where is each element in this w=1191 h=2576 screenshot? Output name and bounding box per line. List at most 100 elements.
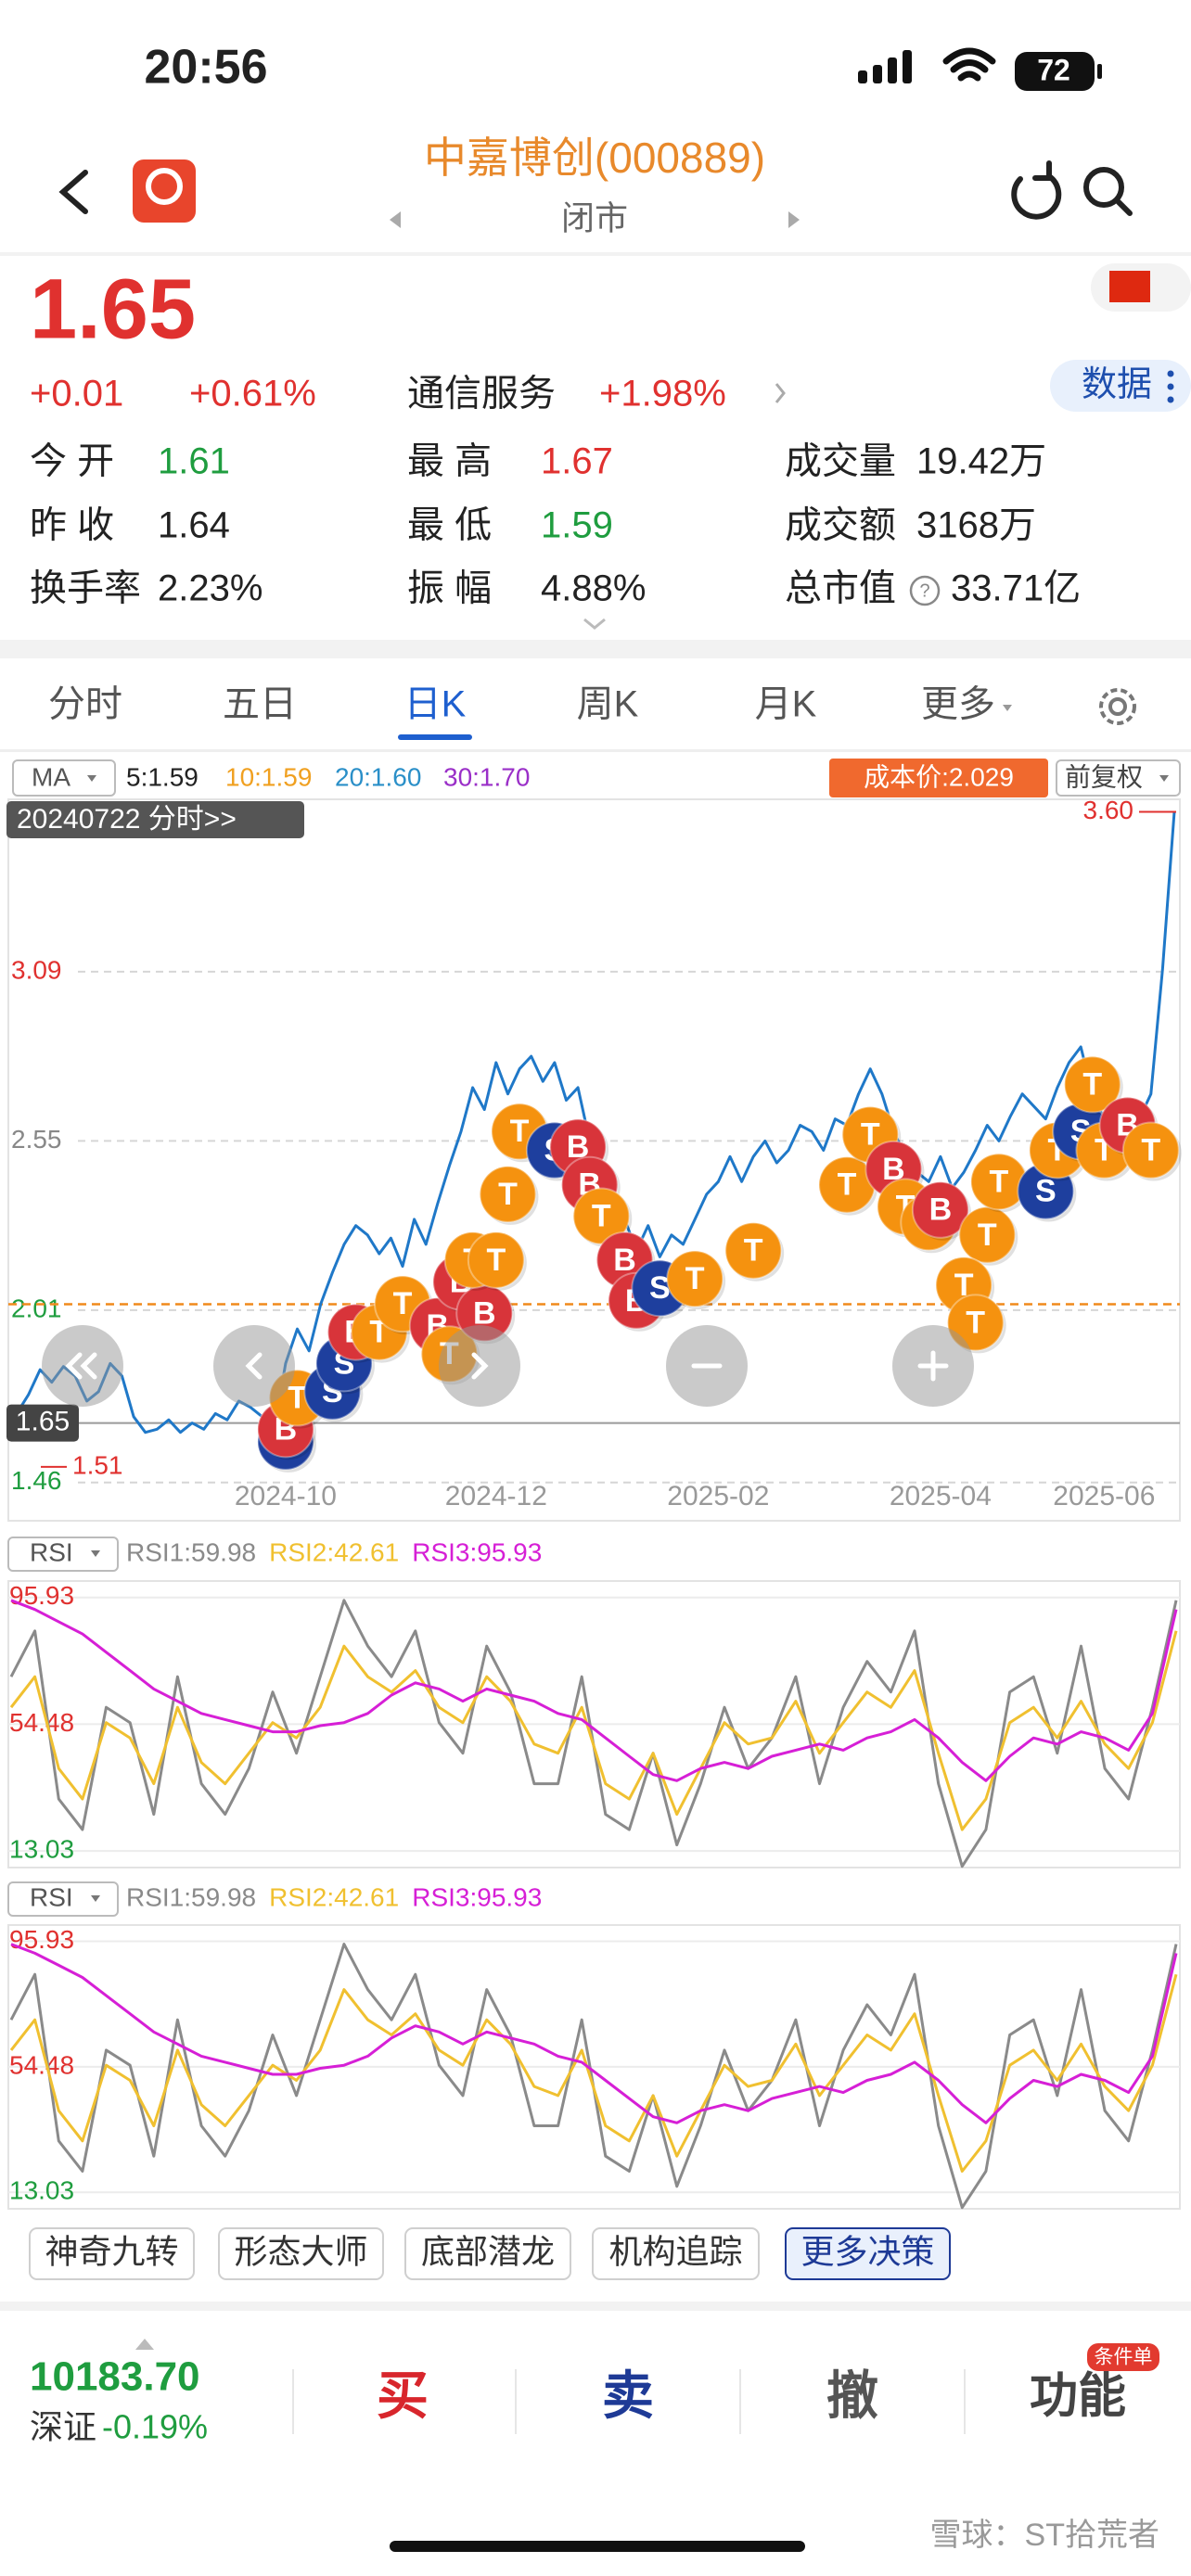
trade-marker[interactable] xyxy=(1121,1121,1180,1180)
last-price-label: 1.65 xyxy=(16,1407,70,1437)
x-tick-label: 2024-10 xyxy=(235,1481,337,1511)
stat-value: 1.67 xyxy=(541,441,613,482)
x-tick-label: 2025-04 xyxy=(890,1481,992,1511)
trade-marker[interactable] xyxy=(666,1250,724,1308)
trade-marker[interactable] xyxy=(467,1231,525,1289)
trade-marker[interactable] xyxy=(958,1205,1017,1264)
chip[interactable] xyxy=(404,2227,571,2280)
more-button[interactable]: 功能 xyxy=(1030,2370,1126,2424)
stat-label: 昨 收 xyxy=(30,505,114,546)
period-tab[interactable]: 更多 xyxy=(921,684,995,725)
last-price-label-bg xyxy=(6,1404,79,1442)
chip[interactable] xyxy=(592,2227,760,2280)
index-value: 10183.70 xyxy=(30,2354,200,2400)
stock-title: 中嘉博创(000889) xyxy=(424,134,765,182)
stat-value: 1.61 xyxy=(158,441,230,482)
chip-label[interactable]: 机构追踪 xyxy=(608,2233,742,2271)
cancel-button[interactable]: 撤 xyxy=(826,2366,878,2425)
badge: 条件单 xyxy=(1095,2347,1153,2368)
y-tick-label: 3.09 xyxy=(11,955,62,984)
expand-arrow[interactable] xyxy=(583,618,606,630)
period-tab[interactable]: 月K xyxy=(755,684,817,725)
section-gap xyxy=(0,2302,1191,2311)
trade-marker[interactable] xyxy=(724,1221,783,1280)
data-button[interactable]: 数据 xyxy=(1082,365,1152,404)
cost-badge[interactable] xyxy=(829,759,1048,797)
trade-marker-label: T xyxy=(966,1305,985,1340)
legend-entry: RSI2:42.61 xyxy=(269,1882,399,1911)
chip[interactable] xyxy=(29,2227,195,2280)
info-icon[interactable] xyxy=(909,575,941,606)
y-tick-label: 54.48 xyxy=(9,1708,74,1737)
x-tick-label: 2025-06 xyxy=(1053,1481,1155,1511)
trade-marker[interactable] xyxy=(1063,1055,1121,1114)
chip-label[interactable]: 形态大师 xyxy=(234,2233,367,2271)
search-button[interactable] xyxy=(1083,167,1124,208)
y-tick-label: 54.48 xyxy=(9,2050,74,2079)
trade-marker[interactable] xyxy=(911,1180,969,1239)
period-tab[interactable]: 周K xyxy=(577,684,639,725)
period-tab[interactable]: 五日 xyxy=(223,684,297,725)
data-button-bg[interactable] xyxy=(1050,360,1191,412)
prev-stock[interactable] xyxy=(390,211,401,228)
trade-marker-label: T xyxy=(1141,1133,1160,1168)
trade-marker-label: S xyxy=(1035,1173,1057,1208)
stat-label: 换手率 xyxy=(30,568,141,609)
index-toggle[interactable] xyxy=(135,2339,154,2350)
y-tick-label: 13.03 xyxy=(9,1834,74,1863)
period-tab[interactable]: 分时 xyxy=(48,684,122,725)
info-icon-glyph: ? xyxy=(919,580,929,601)
footer-dividers xyxy=(292,2369,966,2434)
data-line xyxy=(9,1973,1178,2173)
stat-label: 成交额 xyxy=(785,505,896,546)
settings-icon[interactable] xyxy=(1099,688,1136,725)
battery-cap xyxy=(1097,64,1102,79)
sell-button[interactable]: 卖 xyxy=(602,2366,654,2425)
indicator-selector[interactable] xyxy=(7,1881,119,1917)
strategy-chips: 神奇九转 形态大师 底部潜龙 机构追踪 更多决策 xyxy=(29,2227,951,2280)
nav-glyphs xyxy=(65,1350,949,1382)
low-label: 1.51 xyxy=(72,1450,123,1479)
back-button[interactable] xyxy=(58,170,88,214)
trade-marker-label: T xyxy=(954,1268,974,1303)
buy-button[interactable]: 买 xyxy=(377,2366,429,2425)
period-tab[interactable]: 日K xyxy=(404,684,467,725)
sector-name[interactable]: 通信服务 xyxy=(407,374,556,414)
trade-marker[interactable] xyxy=(479,1165,537,1223)
trade-marker[interactable] xyxy=(946,1294,1005,1352)
data-line xyxy=(10,1599,1178,1782)
y-tick-label: 1.46 xyxy=(11,1466,62,1495)
y-tick-label: 95.93 xyxy=(9,1925,74,1954)
intraday-link-bg[interactable] xyxy=(6,801,304,838)
chip-label[interactable]: 神奇九转 xyxy=(45,2233,178,2271)
trade-marker[interactable] xyxy=(572,1187,631,1245)
trade-marker-label: T xyxy=(685,1261,705,1296)
app-logo[interactable] xyxy=(133,159,196,223)
watermark: 雪球：ST拾荒者 xyxy=(930,2518,1159,2553)
chip-label[interactable]: 底部潜龙 xyxy=(421,2233,555,2271)
next-stock[interactable] xyxy=(788,211,800,228)
cost-price: 成本价:2.029 xyxy=(864,762,1014,791)
trade-marker-label: T xyxy=(990,1164,1009,1199)
trade-marker-label: T xyxy=(510,1114,530,1149)
nav-forward[interactable] xyxy=(439,1325,520,1407)
dropdown-arrow xyxy=(1003,705,1012,711)
dropdown-arrow xyxy=(87,775,96,782)
stat-value: 33.71亿 xyxy=(951,568,1081,609)
nav-back[interactable] xyxy=(213,1325,295,1407)
indicator-label: RSI xyxy=(30,1537,73,1566)
refresh-button[interactable] xyxy=(1011,160,1062,220)
chip[interactable] xyxy=(785,2227,951,2280)
intraday-link[interactable]: 20240722 分时>> xyxy=(17,804,237,835)
data-line xyxy=(9,1630,1178,1831)
indicator-selector[interactable] xyxy=(7,1537,119,1572)
ma-selector[interactable] xyxy=(12,759,116,797)
stat-value: 1.64 xyxy=(158,505,230,546)
adjust-selector[interactable] xyxy=(1056,759,1181,797)
chip[interactable] xyxy=(218,2227,384,2280)
rsi-area: RSI RSI1:59.98 RSI2:42.61 RSI3:95.93 13.03 54… xyxy=(8,1537,1180,2210)
chip-label[interactable]: 更多决策 xyxy=(800,2233,934,2271)
legend-entry: RSI3:95.93 xyxy=(412,1882,542,1911)
trade-marker-label: B xyxy=(929,1192,953,1228)
badge-bg xyxy=(1087,2343,1159,2371)
